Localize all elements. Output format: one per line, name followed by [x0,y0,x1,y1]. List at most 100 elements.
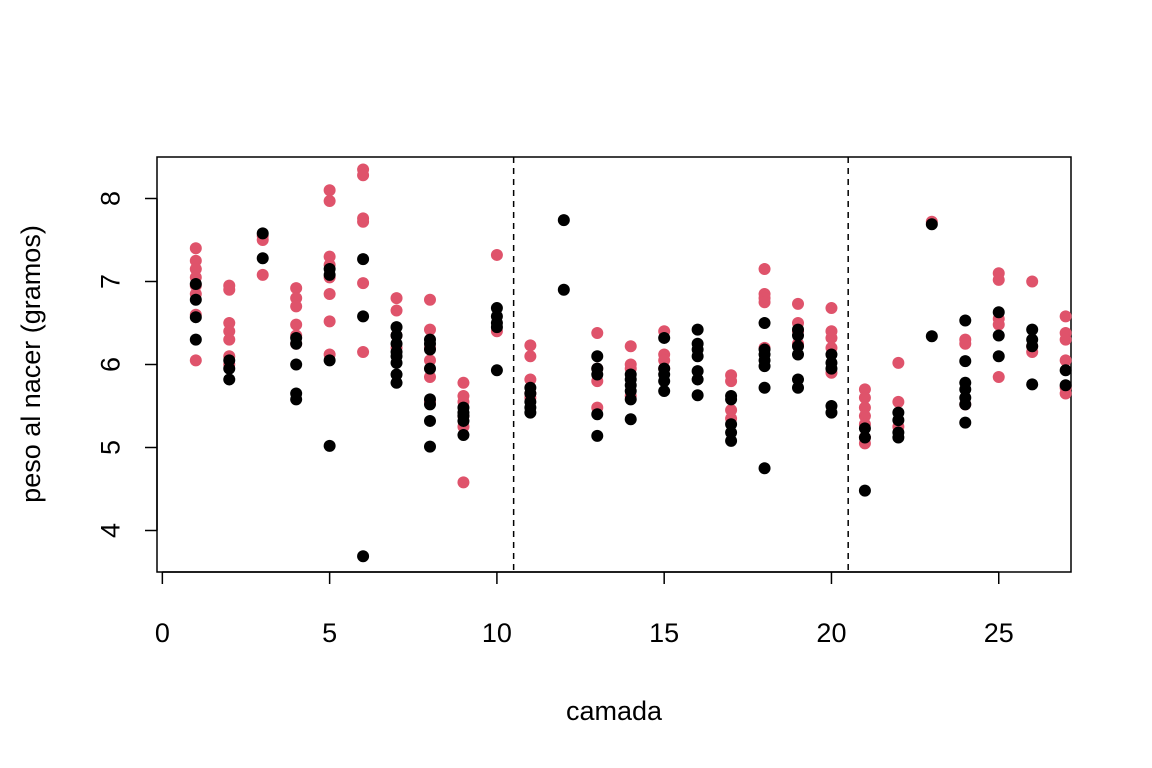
point-black [490,364,503,377]
point-black [825,362,838,375]
point-red [758,296,771,309]
point-red [223,317,236,329]
point-black [758,317,771,329]
point-black [189,333,202,346]
point-black [792,381,805,394]
point-red [992,370,1005,383]
point-red [357,346,370,359]
point-red [357,169,370,182]
point-black [691,365,704,378]
point-black [189,311,202,324]
point-red [323,184,336,197]
point-black [624,413,637,426]
point-black [691,350,704,363]
point-black [691,323,704,336]
point-black [423,414,436,427]
point-black [591,429,604,442]
x-axis-label: camada [566,696,663,726]
point-black [992,306,1005,319]
point-red [591,326,604,339]
point-red [858,391,871,404]
x-tick-label: 0 [155,618,170,648]
point-black [591,368,604,381]
y-tick-label: 6 [95,357,125,372]
point-red [323,287,336,300]
point-black [423,343,436,356]
point-black [390,329,403,342]
point-red [457,476,470,489]
point-black [758,360,771,373]
point-black [992,329,1005,342]
point-red [423,370,436,383]
point-red [323,315,336,328]
point-black [892,431,905,444]
point-red [189,254,202,267]
point-black [959,416,972,429]
point-black [390,356,403,369]
point-black [691,389,704,402]
point-red [390,292,403,305]
point-black [1059,364,1072,377]
point-red [1059,387,1072,400]
point-black [992,350,1005,363]
point-black [1026,340,1039,353]
x-tick-label: 15 [649,618,679,648]
point-black [557,283,570,296]
point-black [758,462,771,475]
x-axis: 0 5 10 15 20 25 [155,571,1014,648]
point-black [725,434,738,447]
y-tick-label: 8 [95,191,125,206]
point-black [357,253,370,266]
point-red [357,215,370,228]
point-red [892,356,905,369]
point-red [725,375,738,388]
point-red [792,297,805,310]
point-black [959,355,972,368]
point-black [256,252,269,265]
point-black [323,354,336,367]
point-black [591,350,604,363]
point-red [290,300,303,313]
point-red [1059,333,1072,346]
point-black [725,426,738,439]
point-black [725,418,738,431]
point-black [423,362,436,375]
y-tick-label: 7 [95,274,125,289]
point-black [189,293,202,306]
point-red [423,323,436,336]
point-black [624,385,637,398]
point-red [290,282,303,295]
point-red [189,354,202,367]
point-black [959,383,972,396]
point-red [423,354,436,367]
point-black [858,484,871,497]
point-black [1059,379,1072,392]
x-tick-label: 25 [984,618,1014,648]
point-red [390,304,403,317]
point-black [792,329,805,342]
point-black [825,348,838,361]
point-red [725,404,738,417]
y-tick-label: 5 [95,440,125,455]
point-red [189,263,202,276]
point-red [858,401,871,414]
point-black [290,358,303,371]
point-black [223,373,236,386]
point-red [658,354,671,367]
point-black [390,321,403,334]
point-black [825,406,838,419]
point-black [691,373,704,386]
point-red [992,273,1005,286]
point-black [792,340,805,353]
point-black [457,414,470,427]
point-red [858,409,871,422]
data-points [189,163,1072,563]
x-tick-label: 10 [482,618,512,648]
point-black [858,422,871,435]
point-red [189,242,202,255]
point-black [892,414,905,427]
point-red [524,350,537,363]
point-black [323,268,336,281]
point-black [758,381,771,394]
